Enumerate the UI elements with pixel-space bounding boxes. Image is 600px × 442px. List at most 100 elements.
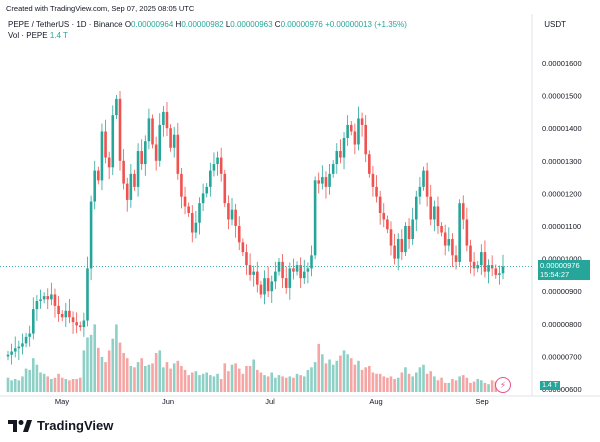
- candle-body: [310, 255, 313, 269]
- y-tick-label: 0.00000700: [542, 352, 582, 361]
- volume-bar: [252, 359, 255, 392]
- low-label: L: [225, 20, 231, 29]
- candle-body: [328, 173, 331, 187]
- volume-bar: [172, 363, 176, 392]
- volume-bar: [288, 376, 292, 392]
- candle-body: [42, 296, 46, 300]
- volume-bar: [357, 360, 360, 392]
- volume-bar: [93, 324, 97, 392]
- y-tick-label: 0.00001600: [542, 59, 582, 68]
- volume-bar: [476, 379, 480, 392]
- candle-body: [245, 252, 248, 266]
- volume-bar: [418, 367, 422, 392]
- candle-body: [324, 177, 328, 187]
- volume-label[interactable]: Vol · PEPE: [8, 31, 48, 40]
- volume-bar: [328, 359, 331, 392]
- candle-body: [143, 141, 147, 165]
- volume-bar: [389, 376, 393, 392]
- x-tick-label: Sep: [475, 397, 488, 406]
- high-value: 0.00000982: [181, 20, 224, 29]
- candle-body: [393, 245, 396, 259]
- candle-body: [480, 252, 483, 266]
- candle-body: [375, 186, 378, 197]
- close-label: C: [274, 20, 281, 29]
- volume-bar: [281, 376, 284, 392]
- candle-body: [64, 310, 68, 318]
- volume-bar: [86, 337, 89, 392]
- volume-bar: [407, 373, 411, 392]
- candle-body: [100, 131, 104, 181]
- candle-body: [382, 212, 386, 220]
- candle-body: [21, 343, 24, 347]
- volume-bar: [6, 377, 10, 392]
- candle-body: [429, 196, 433, 220]
- volume-bar: [165, 362, 169, 392]
- candle-body: [227, 203, 230, 220]
- candle-body: [6, 354, 10, 357]
- candle-body: [313, 180, 317, 256]
- volume-bar: [125, 358, 129, 392]
- candle-body: [107, 157, 111, 168]
- volume-bar: [28, 369, 31, 392]
- volume-bar: [404, 367, 407, 392]
- volume-bar: [140, 358, 143, 392]
- candle-body: [133, 173, 136, 187]
- volume-bar: [443, 382, 447, 392]
- candle-body: [454, 255, 458, 262]
- candle-body: [68, 310, 71, 318]
- y-tick-label: 0.00001500: [542, 92, 582, 101]
- symbol-title[interactable]: PEPE / TetherUS · 1D · Binance: [8, 20, 123, 29]
- volume-bar: [60, 377, 64, 392]
- candle-body: [440, 226, 443, 233]
- candle-body: [50, 294, 53, 300]
- volume-bar: [429, 371, 433, 392]
- tradingview-logo-icon: [8, 419, 32, 432]
- volume-bar: [53, 377, 57, 392]
- volume-bar: [151, 363, 154, 392]
- volume-bar: [143, 366, 147, 392]
- volume-bar: [82, 350, 86, 392]
- volume-bar: [115, 324, 118, 392]
- volume-bar: [465, 377, 469, 392]
- candle-body: [360, 118, 364, 125]
- volume-bar: [313, 362, 317, 392]
- volume-bar: [71, 379, 75, 392]
- volume-bar: [386, 377, 389, 392]
- candle-body: [39, 299, 42, 301]
- candle-body: [368, 154, 371, 174]
- lightning-icon[interactable]: ⚡: [495, 377, 511, 393]
- volume-bar: [299, 375, 302, 392]
- candle-body: [263, 278, 266, 295]
- volume-bar: [35, 364, 39, 392]
- volume-bar: [183, 369, 187, 392]
- candle-body: [162, 111, 165, 125]
- volume-bar: [21, 376, 24, 392]
- volume-bar: [154, 353, 158, 392]
- candle-body: [331, 164, 335, 174]
- volume-bar: [469, 382, 472, 392]
- candle-body: [404, 226, 407, 253]
- candle-body: [97, 170, 100, 181]
- candle-body: [266, 278, 270, 292]
- candle-body: [205, 186, 209, 194]
- candle-body: [129, 173, 133, 200]
- volume-bar: [393, 379, 396, 392]
- candle-body: [71, 317, 75, 323]
- candle-body: [158, 124, 162, 161]
- y-tick-label: 0.00000800: [542, 320, 582, 329]
- candle-body: [187, 206, 190, 213]
- volume-bar: [454, 380, 458, 392]
- volume-bar: [490, 380, 494, 392]
- volume-bar: [480, 380, 483, 392]
- volume-bar: [230, 364, 234, 392]
- volume-bar: [46, 376, 50, 392]
- volume-bar: [433, 376, 436, 392]
- volume-bar: [339, 355, 342, 392]
- candle-body: [252, 271, 255, 275]
- candle-body: [169, 128, 172, 148]
- footer-brand[interactable]: TradingView: [8, 418, 113, 433]
- candle-body: [396, 239, 400, 259]
- volume-bar: [205, 372, 209, 392]
- volume-value: 1.4 T: [49, 31, 68, 40]
